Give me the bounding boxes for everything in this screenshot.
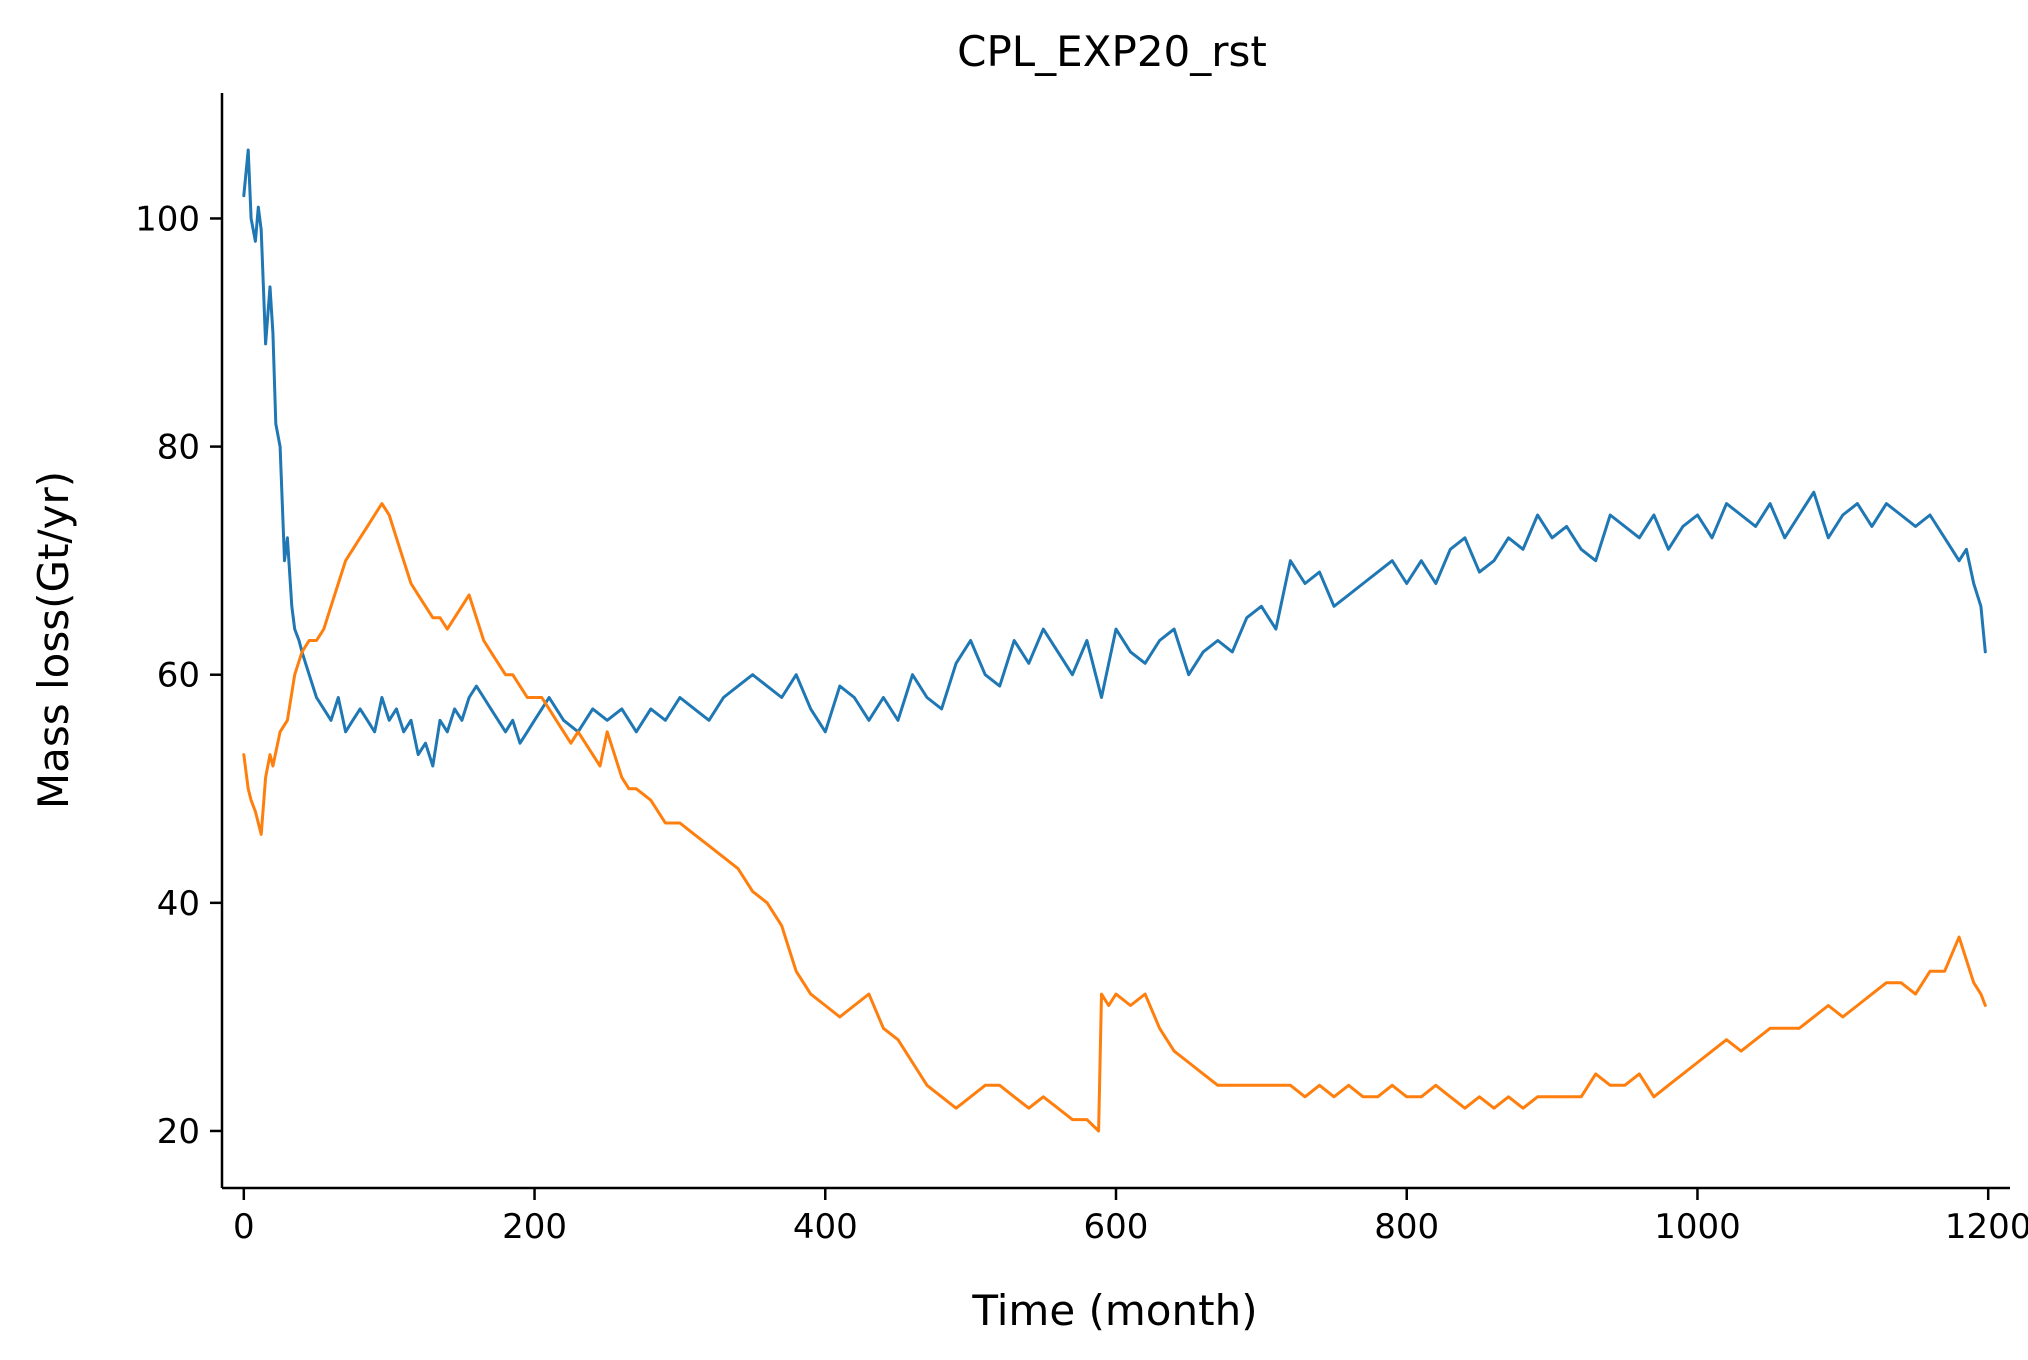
- y-tick-label: 20: [157, 1112, 200, 1152]
- series-line-1: [242, 148, 1987, 768]
- series-line-2: [242, 502, 1987, 1133]
- plot-series: [242, 148, 1987, 1133]
- x-axis-ticks: 0 200 400 600 800 1000 1200: [233, 1188, 2028, 1247]
- x-tick-label: 400: [793, 1207, 858, 1247]
- x-axis-label: Time (month): [971, 1286, 1257, 1335]
- y-axis-label: Mass loss(Gt/yr): [29, 471, 78, 809]
- x-tick-label: 800: [1374, 1207, 1439, 1247]
- y-tick-label: 80: [157, 428, 200, 468]
- x-tick-label: 1200: [1945, 1207, 2028, 1247]
- chart-title: CPL_EXP20_rst: [957, 27, 1267, 76]
- x-tick-label: 200: [502, 1207, 567, 1247]
- y-tick-label: 40: [157, 884, 200, 924]
- y-tick-label: 100: [135, 199, 200, 239]
- x-tick-label: 1000: [1654, 1207, 1741, 1247]
- x-tick-label: 600: [1084, 1207, 1149, 1247]
- y-axis-ticks: 20 40 60 80 100: [135, 199, 222, 1152]
- y-tick-label: 60: [157, 656, 200, 696]
- x-tick-label: 0: [233, 1207, 255, 1247]
